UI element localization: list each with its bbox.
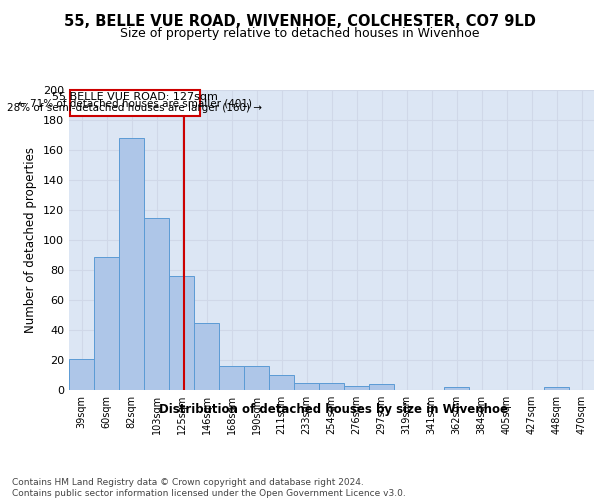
Text: Size of property relative to detached houses in Wivenhoe: Size of property relative to detached ho…: [120, 28, 480, 40]
Bar: [244, 366, 269, 390]
Bar: [119, 138, 144, 390]
Bar: [294, 382, 319, 390]
Text: 28% of semi-detached houses are larger (160) →: 28% of semi-detached houses are larger (…: [7, 104, 262, 114]
Bar: [69, 358, 94, 390]
Text: Contains HM Land Registry data © Crown copyright and database right 2024.
Contai: Contains HM Land Registry data © Crown c…: [12, 478, 406, 498]
Text: 55, BELLE VUE ROAD, WIVENHOE, COLCHESTER, CO7 9LD: 55, BELLE VUE ROAD, WIVENHOE, COLCHESTER…: [64, 14, 536, 29]
Bar: [219, 366, 244, 390]
Bar: [444, 387, 469, 390]
Bar: [144, 218, 169, 390]
Bar: [369, 384, 394, 390]
Y-axis label: Number of detached properties: Number of detached properties: [25, 147, 37, 333]
Bar: [194, 322, 219, 390]
Bar: [544, 387, 569, 390]
Text: Distribution of detached houses by size in Wivenhoe: Distribution of detached houses by size …: [158, 402, 508, 415]
Bar: [169, 276, 194, 390]
Text: 55 BELLE VUE ROAD: 127sqm: 55 BELLE VUE ROAD: 127sqm: [52, 92, 217, 102]
Text: ← 71% of detached houses are smaller (401): ← 71% of detached houses are smaller (40…: [17, 98, 251, 108]
FancyBboxPatch shape: [70, 90, 199, 116]
Bar: [344, 386, 369, 390]
Bar: [269, 375, 294, 390]
Bar: [94, 256, 119, 390]
Bar: [319, 382, 344, 390]
